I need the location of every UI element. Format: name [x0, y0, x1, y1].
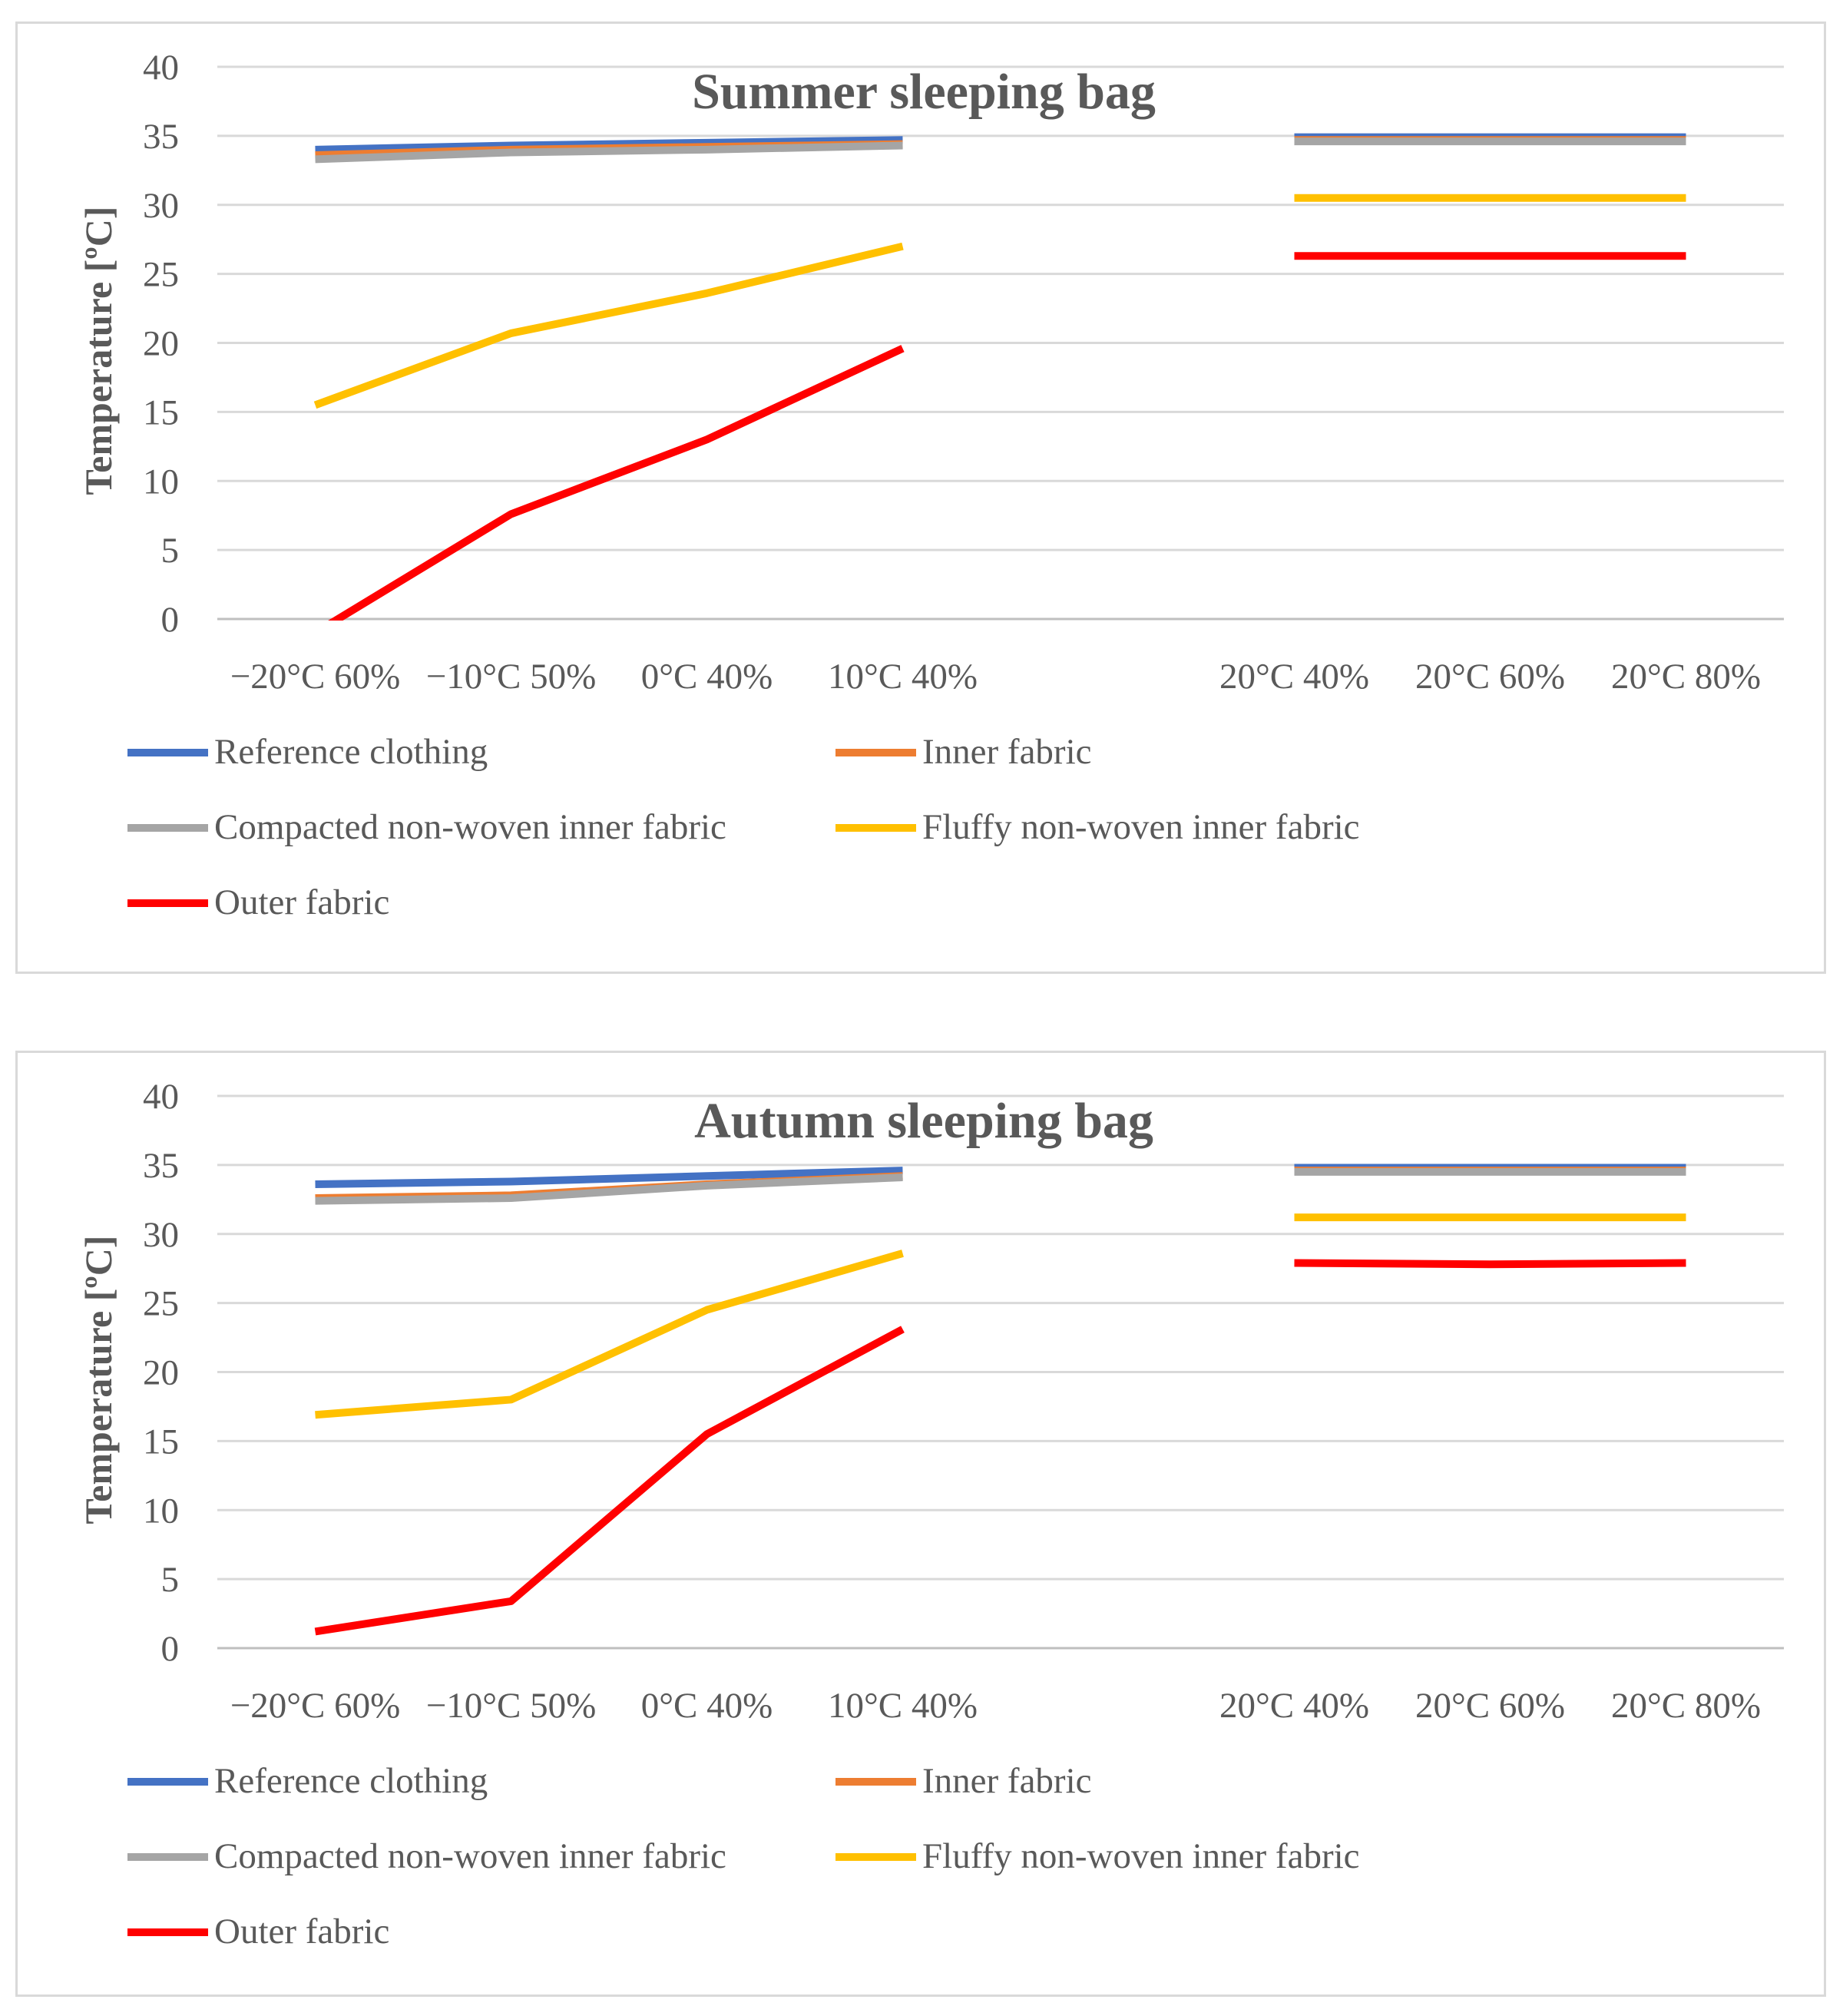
y-tick-label: 20 [143, 1353, 179, 1393]
y-tick-label: 40 [143, 48, 179, 88]
summer-chart: 0 5 10 15 20 25 30 35 40 −20°C 60% −10°C 50% 0°C 40… [77, 48, 1784, 922]
legend-label: Compacted non-woven inner fabric [214, 807, 726, 847]
legend-label: Inner fabric [922, 1761, 1092, 1801]
y-tick-label: 25 [143, 255, 179, 295]
x-tick-label: 20°C 80% [1611, 657, 1761, 697]
legend-label: Reference clothing [214, 732, 488, 772]
y-tick-label: 10 [143, 462, 179, 502]
x-tick-label: 20°C 60% [1415, 1686, 1565, 1726]
x-tick-label: 0°C 40% [641, 657, 773, 697]
legend-label: Inner fabric [922, 732, 1092, 772]
x-tick-label: 10°C 40% [828, 1686, 978, 1726]
x-tick-label: 20°C 60% [1415, 657, 1565, 697]
y-tick-label: 15 [143, 1422, 179, 1462]
x-tick-label: −10°C 50% [426, 657, 597, 697]
legend-label: Compacted non-woven inner fabric [214, 1836, 726, 1876]
legend-label: Fluffy non-woven inner fabric [922, 807, 1360, 847]
y-tick-label: 5 [161, 531, 180, 571]
chart-title: Summer sleeping bag [692, 64, 1156, 120]
y-tick-label: 20 [143, 324, 179, 364]
series-line-outer-fabric [1294, 1259, 1686, 1269]
series-line-outer-fabric [328, 345, 905, 621]
y-tick-label: 5 [161, 1560, 180, 1600]
legend-label: Outer fabric [214, 882, 389, 922]
autumn-chart-panel: 0 5 10 15 20 25 30 35 40 −20°C 60% −10°C 50% 0°C 40… [15, 1051, 1826, 1997]
y-tick-label: 30 [143, 1215, 179, 1255]
series-line-reference-clothing [315, 136, 903, 154]
series-line-fluffy-non-woven-inner-fabric [313, 242, 904, 409]
series-line-compacted-non-woven-inner-fabric [315, 141, 903, 164]
x-tick-label: 0°C 40% [641, 1686, 773, 1726]
series-line-fluffy-non-woven-inner-fabric [315, 1250, 904, 1419]
series-line-outer-fabric [314, 1326, 905, 1636]
x-tick-label: −20°C 60% [230, 1686, 401, 1726]
y-tick-label: 0 [161, 1629, 180, 1669]
legend-label: Reference clothing [214, 1761, 488, 1801]
y-tick-label: 15 [143, 392, 179, 432]
y-tick-label: 35 [143, 117, 179, 157]
series-line-compacted-non-woven-inner-fabric [315, 1174, 903, 1205]
x-tick-label: −20°C 60% [230, 657, 401, 697]
x-tick-label: 10°C 40% [828, 657, 978, 697]
y-tick-label: 10 [143, 1491, 179, 1531]
legend-label: Fluffy non-woven inner fabric [922, 1836, 1360, 1876]
legend-label: Outer fabric [214, 1912, 389, 1951]
y-tick-label: 35 [143, 1146, 179, 1186]
chart-title: Autumn sleeping bag [694, 1093, 1153, 1149]
x-tick-label: −10°C 50% [426, 1686, 597, 1726]
x-tick-label: 20°C 40% [1219, 1686, 1369, 1726]
summer-chart-panel: 0 5 10 15 20 25 30 35 40 −20°C 60% −10°C 50% 0°C 40… [15, 22, 1826, 974]
y-axis-label: Temperature [ºC] [77, 1235, 120, 1524]
y-tick-label: 0 [161, 600, 180, 640]
y-axis-label: Temperature [ºC] [77, 206, 120, 495]
y-tick-label: 30 [143, 186, 179, 226]
y-tick-label: 25 [143, 1284, 179, 1324]
x-tick-label: 20°C 40% [1219, 657, 1369, 697]
y-tick-label: 40 [143, 1077, 179, 1117]
x-tick-label: 20°C 80% [1611, 1686, 1761, 1726]
autumn-chart: 0 5 10 15 20 25 30 35 40 −20°C 60% −10°C 50% 0°C 40… [77, 1077, 1784, 1951]
series-line-reference-clothing [315, 1167, 903, 1189]
